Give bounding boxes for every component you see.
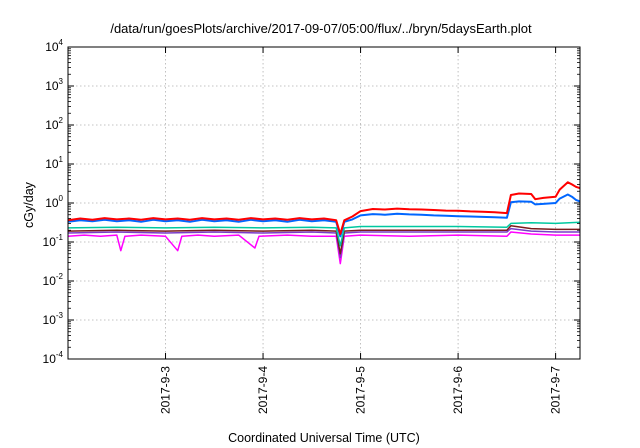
y-tick-labels: 10-4 10-3 10-2 10-1 100 101 102 103 104 — [43, 38, 64, 366]
series-line — [67, 225, 580, 255]
x-tick-labels: 2017-9-3 2017-9-4 2017-9-5 2017-9-6 2017-9-7 — [159, 366, 563, 414]
grid-lines — [68, 47, 580, 359]
x-tick-label: 2017-9-7 — [549, 366, 563, 414]
x-tick-label: 2017-9-4 — [256, 366, 270, 414]
y-tick-label: 10-1 — [43, 233, 64, 249]
y-tick-label: 103 — [45, 77, 63, 93]
x-tick-label: 2017-9-6 — [451, 366, 465, 414]
series-line — [67, 231, 580, 265]
tick-marks — [68, 46, 580, 360]
x-axis-label: Coordinated Universal Time (UTC) — [228, 431, 420, 445]
x-tick-label: 2017-9-3 — [159, 366, 173, 414]
series-line — [67, 193, 581, 238]
y-tick-label: 10-3 — [43, 311, 64, 327]
y-tick-label: 104 — [45, 38, 63, 54]
series-layer — [67, 181, 581, 265]
series-line — [67, 227, 580, 259]
series-line — [67, 221, 581, 247]
y-tick-label: 102 — [45, 116, 63, 132]
series-line — [67, 181, 581, 235]
y-tick-label: 101 — [45, 155, 63, 171]
y-tick-label: 100 — [45, 194, 63, 210]
y-tick-label: 10-4 — [43, 350, 64, 366]
x-tick-label: 2017-9-5 — [354, 366, 368, 414]
chart-title: /data/run/goesPlots/archive/2017-09-07/0… — [110, 21, 532, 36]
y-axis-label: cGy/day — [22, 181, 36, 228]
y-tick-label: 10-2 — [43, 272, 64, 288]
